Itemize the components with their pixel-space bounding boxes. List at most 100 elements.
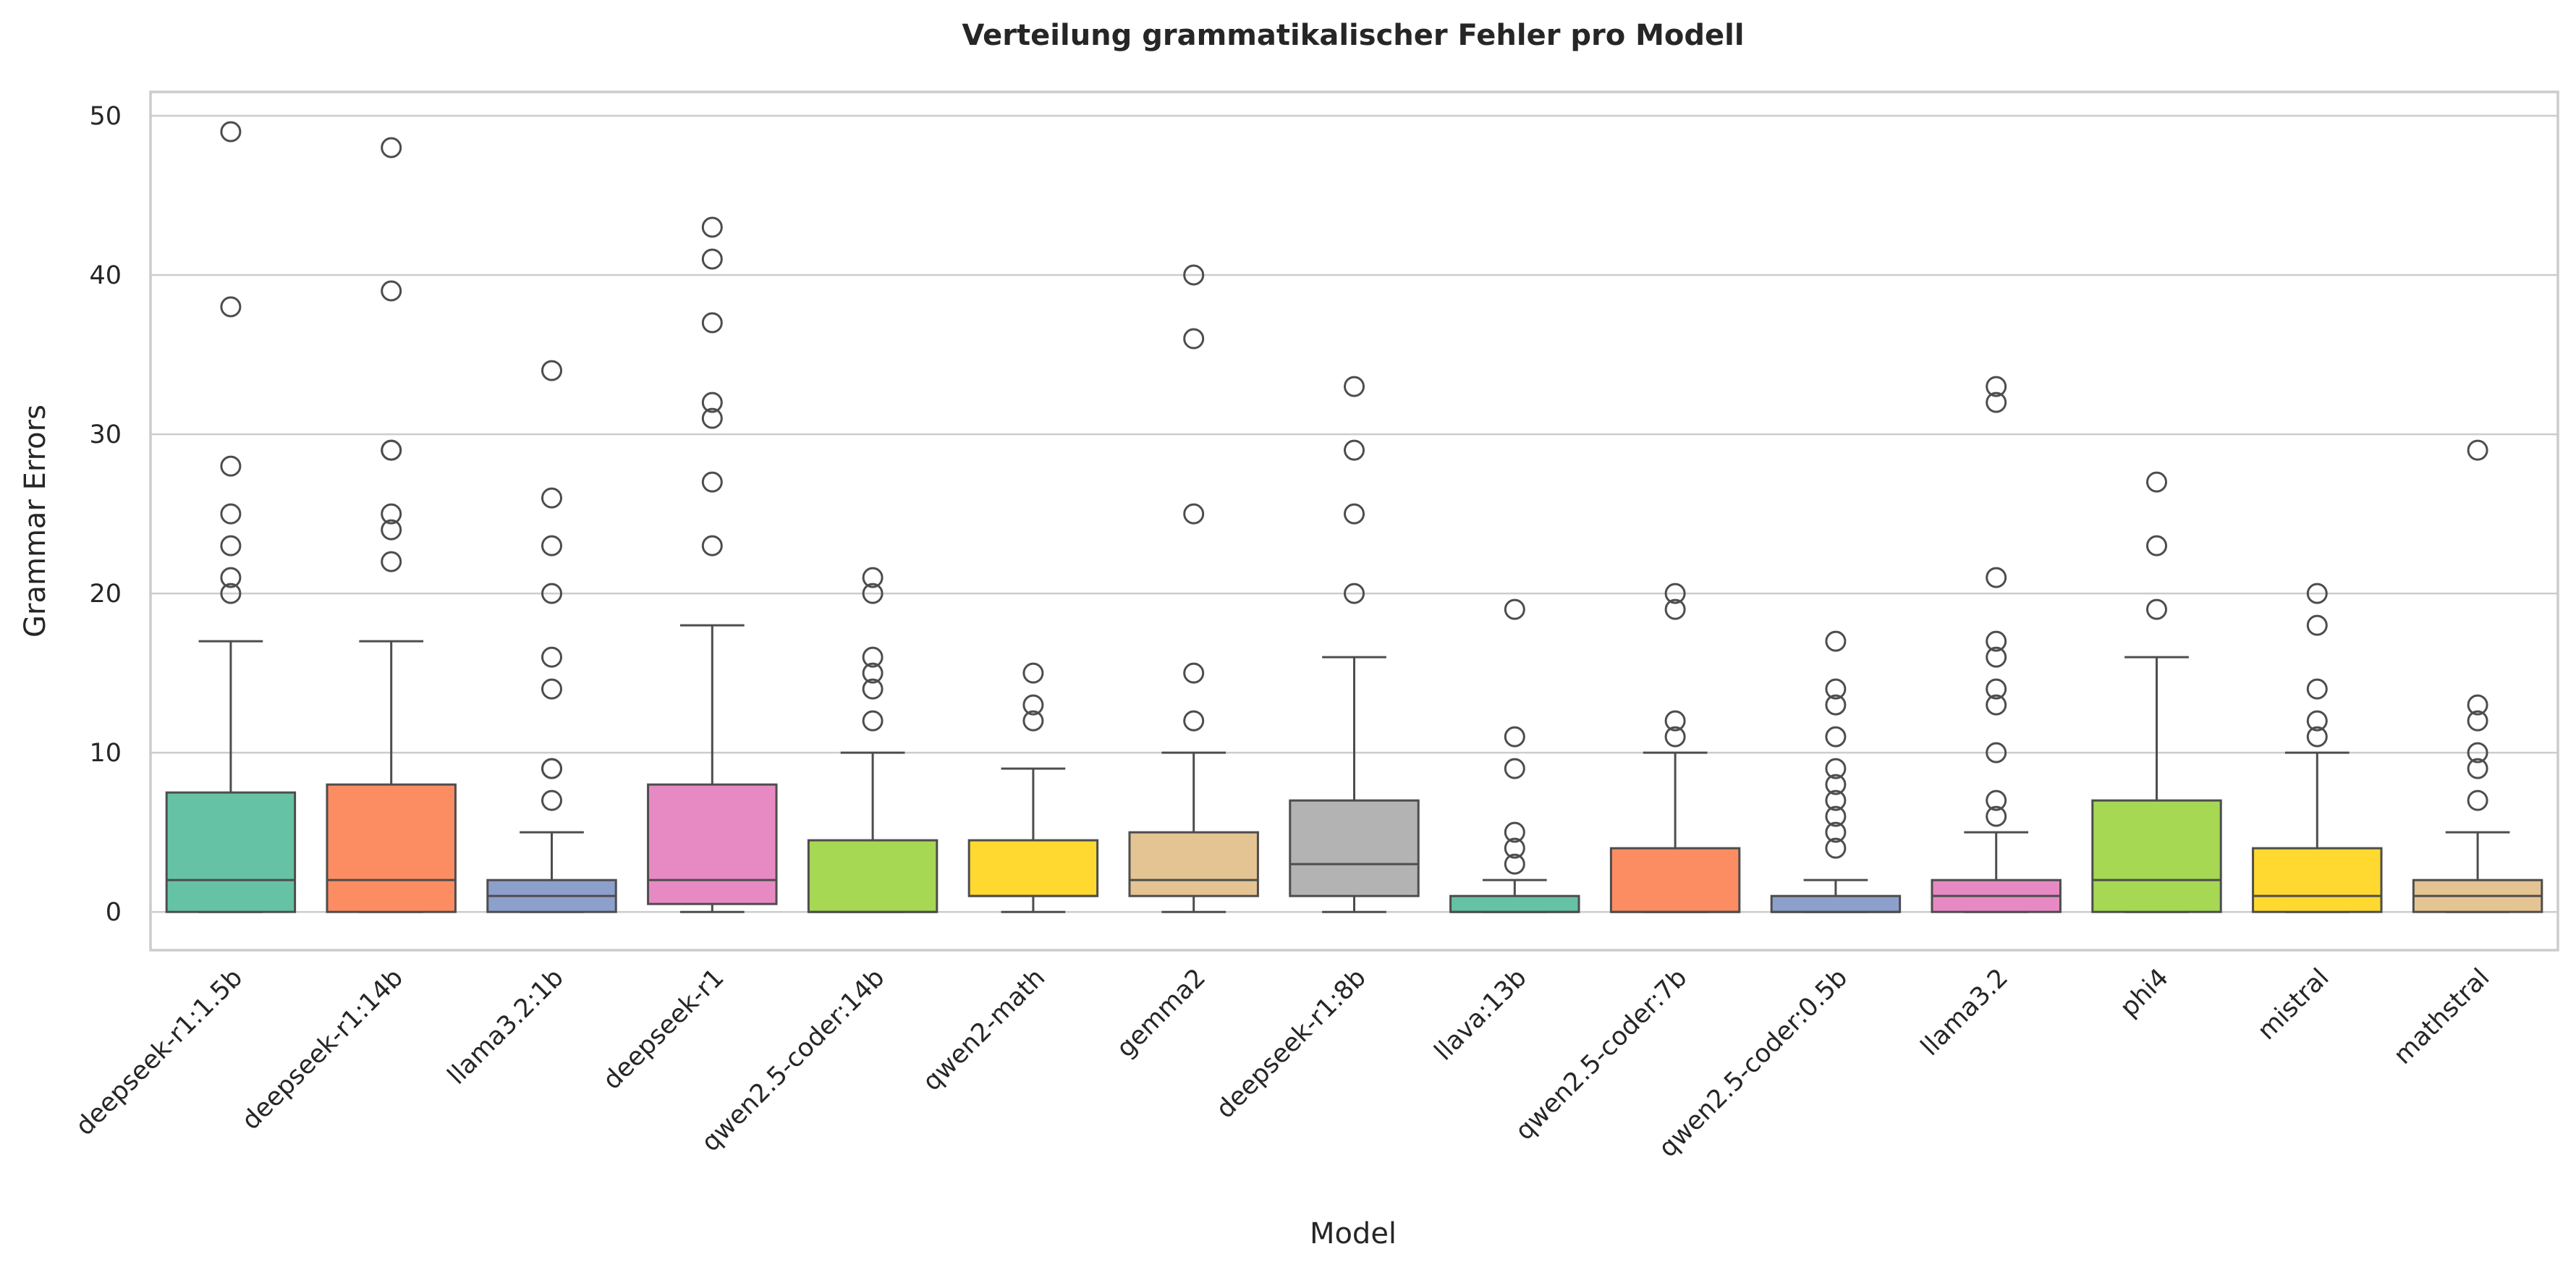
box-iqr [1770, 894, 1902, 913]
outlier-point [2146, 471, 2167, 493]
outlier-point [1344, 503, 1365, 525]
outlier-point [1825, 678, 1847, 700]
outlier-point [862, 567, 884, 588]
box-group [1770, 630, 1902, 913]
outlier-point [1183, 328, 1205, 350]
outlier-point [1022, 662, 1044, 684]
outlier-point [1664, 583, 1686, 604]
outlier-point [1986, 694, 2007, 716]
box-group [486, 360, 617, 913]
outlier-point [1825, 789, 1847, 811]
box-iqr [1128, 831, 1259, 897]
outlier-point [220, 535, 242, 556]
outlier-point [541, 487, 562, 509]
outlier-point [1504, 758, 1525, 779]
box-series [165, 121, 2543, 913]
outlier-point [1183, 503, 1205, 525]
box-iqr [2091, 799, 2222, 913]
outlier-point [862, 710, 884, 732]
outlier-point [1504, 821, 1525, 843]
outlier-point [541, 360, 562, 381]
x-tick-label: llava:13b [1429, 963, 1533, 1067]
box-group [1449, 598, 1580, 913]
box-group [1128, 264, 1259, 913]
outlier-point [1825, 694, 1847, 716]
y-tick-label: 40 [89, 261, 122, 290]
y-tick-label: 50 [89, 102, 122, 131]
outlier-point [1344, 439, 1365, 461]
outlier-point [1986, 805, 2007, 827]
outlier-point [541, 583, 562, 604]
box-iqr [165, 791, 297, 913]
outlier-point [862, 583, 884, 604]
box-iqr [807, 839, 939, 913]
y-tick-label: 30 [89, 420, 122, 449]
x-tick-label: qwen2.5-coder:7b [1510, 963, 1693, 1146]
box-group [1609, 583, 1741, 913]
chart-title: Verteilung grammatikalischer Fehler pro … [962, 19, 1744, 52]
outlier-point [541, 678, 562, 700]
outlier-point [701, 391, 723, 413]
box-group [326, 137, 457, 913]
outlier-point [1022, 710, 1044, 732]
outlier-point [541, 646, 562, 668]
x-tick-label: deepseek-r1:14b [237, 963, 409, 1135]
outlier-point [381, 137, 402, 158]
outlier-point [1664, 726, 1686, 748]
outlier-point [1183, 662, 1205, 684]
outlier-point [2467, 439, 2488, 461]
box-group [647, 216, 778, 913]
outlier-point [1504, 598, 1525, 620]
box-group [165, 121, 297, 913]
outlier-point [2306, 614, 2328, 636]
y-tick-label: 10 [89, 739, 122, 768]
box-group [2252, 583, 2383, 913]
outlier-point [1986, 742, 2007, 763]
x-tick-label: phi4 [2115, 963, 2174, 1023]
outlier-point [1986, 630, 2007, 652]
outlier-point [2467, 789, 2488, 811]
outlier-point [541, 535, 562, 556]
x-tick-label: deepseek-r1:1.5b [70, 963, 248, 1141]
box-iqr [326, 783, 457, 913]
outlier-point [220, 121, 242, 143]
outlier-point [1825, 630, 1847, 652]
outlier-point [2306, 710, 2328, 732]
outlier-point [220, 583, 242, 604]
outlier-point [1825, 837, 1847, 859]
outlier-point [2306, 583, 2328, 604]
x-tick-label: gemma2 [1111, 963, 1211, 1063]
box-group [2091, 471, 2222, 913]
outlier-point [1986, 678, 2007, 700]
outlier-point [220, 296, 242, 318]
outlier-point [1504, 837, 1525, 859]
box-group [1289, 376, 1420, 913]
outlier-point [2467, 710, 2488, 732]
x-tick-label: llama3.2:1b [442, 963, 569, 1091]
outlier-point [2467, 758, 2488, 779]
box-iqr [2252, 847, 2383, 913]
box-iqr [1289, 799, 1420, 897]
outlier-point [701, 216, 723, 238]
x-tick-label: deepseek-r1 [598, 963, 730, 1096]
x-tick-label: deepseek-r1:8b [1211, 963, 1371, 1124]
outlier-point [1825, 726, 1847, 748]
y-tick-label: 20 [89, 580, 122, 609]
box-group [1931, 376, 2062, 913]
plot-frame [149, 90, 2559, 952]
box-iqr [967, 839, 1099, 897]
outlier-point [220, 455, 242, 477]
outlier-point [1344, 376, 1365, 397]
outlier-point [701, 471, 723, 493]
outlier-point [381, 551, 402, 572]
outlier-point [2467, 742, 2488, 763]
outlier-point [1986, 646, 2007, 668]
x-axis-label: Model [1310, 1217, 1397, 1250]
x-tick-label: mistral [2253, 963, 2335, 1046]
box-group [807, 567, 939, 913]
outlier-point [1986, 789, 2007, 811]
outlier-point [1504, 726, 1525, 748]
x-tick-label: qwen2.5-coder:14b [696, 963, 890, 1157]
